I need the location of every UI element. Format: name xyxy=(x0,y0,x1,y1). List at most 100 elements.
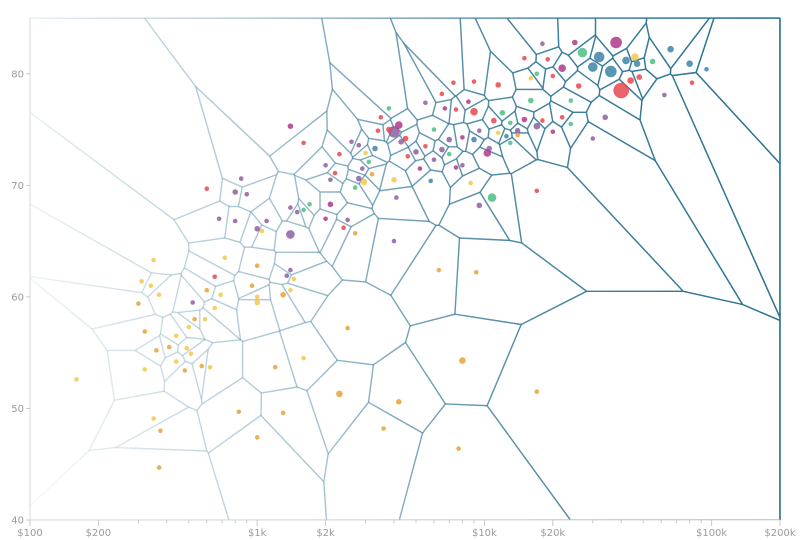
data-point[interactable] xyxy=(284,273,290,279)
data-point[interactable] xyxy=(288,267,293,273)
data-point[interactable] xyxy=(466,99,471,104)
data-point[interactable] xyxy=(360,166,365,171)
data-point[interactable] xyxy=(356,175,362,182)
data-point[interactable] xyxy=(378,115,384,120)
data-point[interactable] xyxy=(173,359,179,364)
data-point[interactable] xyxy=(156,292,162,298)
data-point[interactable] xyxy=(254,263,260,269)
data-point[interactable] xyxy=(336,390,343,398)
data-point[interactable] xyxy=(528,97,534,104)
data-point[interactable] xyxy=(460,135,465,140)
data-point[interactable] xyxy=(236,409,242,415)
data-point[interactable] xyxy=(686,60,693,67)
data-point[interactable] xyxy=(428,178,434,184)
data-point[interactable] xyxy=(337,151,342,157)
data-point[interactable] xyxy=(704,67,709,72)
data-point[interactable] xyxy=(142,329,148,334)
data-point[interactable] xyxy=(550,129,556,135)
data-point[interactable] xyxy=(534,188,540,194)
data-point[interactable] xyxy=(602,114,608,121)
data-point[interactable] xyxy=(280,410,286,416)
data-point[interactable] xyxy=(391,238,397,244)
data-point[interactable] xyxy=(202,316,208,322)
data-point[interactable] xyxy=(341,225,346,230)
data-point[interactable] xyxy=(633,60,641,67)
data-point[interactable] xyxy=(405,154,411,159)
data-point[interactable] xyxy=(442,106,448,111)
data-point[interactable] xyxy=(199,363,204,369)
data-point[interactable] xyxy=(204,287,210,293)
data-point[interactable] xyxy=(254,294,260,300)
data-point[interactable] xyxy=(254,299,260,306)
data-point[interactable] xyxy=(386,126,392,133)
data-point[interactable] xyxy=(254,435,260,440)
data-point[interactable] xyxy=(460,163,465,168)
data-point[interactable] xyxy=(568,121,574,127)
data-point[interactable] xyxy=(323,163,328,168)
data-point[interactable] xyxy=(186,324,192,330)
data-point[interactable] xyxy=(631,53,639,61)
data-point[interactable] xyxy=(264,218,269,224)
data-point[interactable] xyxy=(453,165,459,170)
data-point[interactable] xyxy=(476,202,483,209)
data-point[interactable] xyxy=(504,133,509,139)
data-point[interactable] xyxy=(216,216,222,222)
data-point[interactable] xyxy=(156,465,162,470)
data-point[interactable] xyxy=(423,100,428,106)
data-point[interactable] xyxy=(439,146,445,153)
data-point[interactable] xyxy=(363,150,368,156)
data-point[interactable] xyxy=(222,255,228,261)
data-point[interactable] xyxy=(244,192,250,197)
data-point[interactable] xyxy=(470,107,478,116)
data-point[interactable] xyxy=(190,300,195,305)
data-point[interactable] xyxy=(491,117,497,124)
data-point[interactable] xyxy=(471,136,477,143)
data-point[interactable] xyxy=(577,47,588,58)
data-point[interactable] xyxy=(254,226,260,232)
data-point[interactable] xyxy=(238,176,244,181)
data-point[interactable] xyxy=(649,58,656,65)
data-point[interactable] xyxy=(588,62,598,72)
data-point[interactable] xyxy=(398,139,404,145)
data-point[interactable] xyxy=(301,140,306,146)
data-point[interactable] xyxy=(572,39,578,46)
data-point[interactable] xyxy=(394,195,399,200)
data-point[interactable] xyxy=(142,367,148,372)
data-point[interactable] xyxy=(148,283,154,289)
data-point[interactable] xyxy=(423,144,428,149)
data-point[interactable] xyxy=(301,355,306,361)
data-point[interactable] xyxy=(352,185,358,190)
data-point[interactable] xyxy=(495,130,501,136)
data-point[interactable] xyxy=(436,267,442,273)
data-point[interactable] xyxy=(534,71,540,77)
data-point[interactable] xyxy=(184,345,190,351)
data-point[interactable] xyxy=(232,189,238,195)
data-point[interactable] xyxy=(456,446,461,451)
data-point[interactable] xyxy=(356,142,362,148)
data-point[interactable] xyxy=(288,287,293,293)
data-point[interactable] xyxy=(667,45,674,53)
data-point[interactable] xyxy=(545,57,550,62)
data-point[interactable] xyxy=(605,65,617,78)
data-point[interactable] xyxy=(533,122,541,130)
data-point[interactable] xyxy=(207,364,213,370)
data-point[interactable] xyxy=(375,128,381,133)
data-point[interactable] xyxy=(288,205,293,210)
data-point[interactable] xyxy=(431,157,437,162)
data-point[interactable] xyxy=(212,305,217,311)
data-point[interactable] xyxy=(204,186,210,191)
data-point[interactable] xyxy=(212,274,217,280)
data-point[interactable] xyxy=(451,80,456,85)
data-point[interactable] xyxy=(521,116,528,123)
data-point[interactable] xyxy=(395,121,403,129)
data-point[interactable] xyxy=(610,36,622,49)
data-point[interactable] xyxy=(446,136,453,143)
data-point[interactable] xyxy=(528,75,534,81)
data-point[interactable] xyxy=(391,177,397,183)
data-point[interactable] xyxy=(396,399,402,405)
data-point[interactable] xyxy=(307,202,312,207)
data-point[interactable] xyxy=(689,80,695,85)
data-point[interactable] xyxy=(328,177,333,183)
data-point[interactable] xyxy=(508,140,513,146)
data-point[interactable] xyxy=(173,333,179,339)
